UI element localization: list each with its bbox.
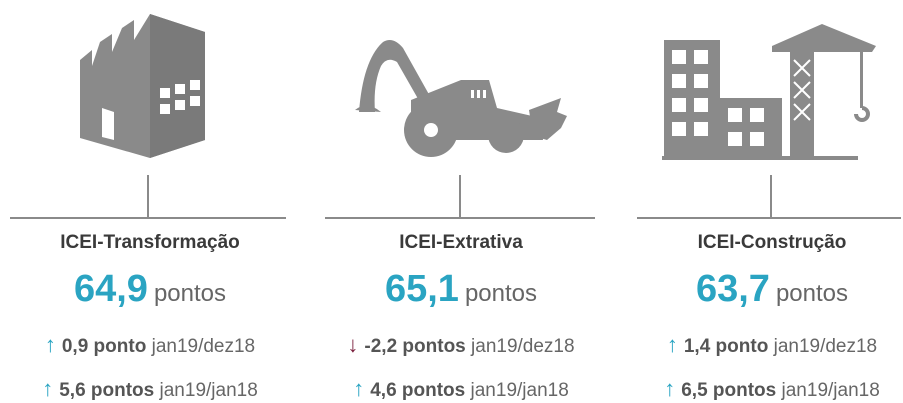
- change: ↑ 0,9 ponto jan19/dez18: [0, 332, 300, 358]
- factory-icon: [10, 14, 286, 219]
- change-value: 5,6 pontos: [59, 380, 155, 401]
- change: ↓ -2,2 pontos jan19/dez18: [311, 332, 611, 358]
- change-value: 1,4 ponto: [683, 336, 769, 357]
- index: 64,9 pontos: [0, 268, 300, 311]
- arrow-up: ↑: [664, 376, 676, 401]
- unit: pontos: [153, 280, 227, 307]
- change: ↑ 1,4 ponto jan19/dez18: [622, 332, 903, 358]
- change: ↑ 4,6 pontos jan19/jan18: [311, 376, 611, 402]
- panel: ICEI-Construção 63,7 pontos ↑ 1,4 ponto ja…: [622, 0, 903, 403]
- change-value: 6,5 pontos: [681, 380, 777, 401]
- change-value: 4,6 pontos: [370, 380, 466, 401]
- change-value: -2,2 pontos: [364, 336, 466, 357]
- index: 63,7 pontos: [622, 268, 903, 311]
- index-value: 64,9: [73, 268, 148, 310]
- change: ↑ 5,6 pontos jan19/jan18: [0, 376, 300, 402]
- arrow-up: ↑: [353, 376, 365, 401]
- arrow-up: ↑: [666, 332, 678, 357]
- period: jan19/dez18: [151, 336, 256, 357]
- unit: pontos: [464, 280, 538, 307]
- arrow-up: ↑: [44, 332, 56, 357]
- period: jan19/dez18: [773, 336, 878, 357]
- index-value: 65,1: [384, 268, 459, 310]
- unit: pontos: [775, 280, 849, 307]
- construction-icon: [637, 24, 901, 219]
- panel: ICEI-Transformação 64,9 pontos ↑ 0,9 ponto…: [0, 0, 300, 403]
- arrow-up: ↑: [42, 376, 54, 401]
- index-value: 63,7: [695, 268, 770, 310]
- change-value: 0,9 ponto: [61, 336, 147, 357]
- period: jan19/jan18: [159, 380, 258, 401]
- title: ICEI-Transformação: [60, 232, 240, 253]
- change: ↑ 6,5 pontos jan19/jan18: [622, 376, 903, 402]
- arrow-down: ↓: [347, 332, 359, 357]
- title: ICEI-Extrativa: [399, 232, 523, 253]
- tractor-icon: [325, 40, 595, 219]
- period: jan19/dez18: [471, 336, 575, 357]
- period: jan19/jan18: [470, 380, 569, 401]
- panel: ICEI-Extrativa 65,1 pontos ↓ -2,2 pontos j…: [311, 0, 611, 403]
- index: 65,1 pontos: [311, 268, 611, 311]
- title: ICEI-Construção: [697, 232, 847, 253]
- period: jan19/jan18: [781, 380, 880, 401]
